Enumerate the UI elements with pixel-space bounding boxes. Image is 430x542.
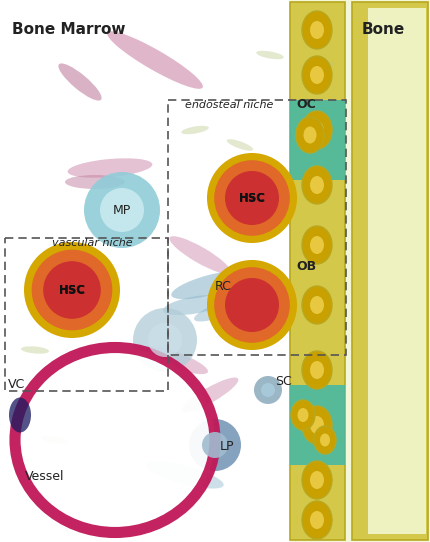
Circle shape	[148, 323, 182, 357]
Ellipse shape	[302, 461, 332, 499]
Text: Bone: Bone	[362, 22, 405, 37]
Circle shape	[32, 250, 112, 330]
Circle shape	[84, 172, 160, 248]
Ellipse shape	[291, 400, 315, 430]
Text: RC: RC	[215, 280, 232, 293]
Bar	[5, 238, 168, 391]
Ellipse shape	[194, 299, 246, 321]
Ellipse shape	[41, 436, 69, 444]
Circle shape	[207, 260, 297, 350]
Ellipse shape	[302, 166, 332, 204]
Bar	[352, 2, 428, 540]
Circle shape	[202, 432, 228, 458]
Ellipse shape	[298, 408, 308, 422]
Text: OB: OB	[296, 260, 316, 273]
Text: endosteal niche: endosteal niche	[185, 100, 273, 110]
Ellipse shape	[310, 21, 324, 39]
Bar	[168, 100, 346, 355]
Ellipse shape	[310, 296, 324, 314]
Text: MP: MP	[113, 203, 131, 216]
Circle shape	[214, 267, 290, 343]
Ellipse shape	[302, 351, 332, 389]
Ellipse shape	[169, 236, 230, 274]
Ellipse shape	[310, 416, 324, 434]
Ellipse shape	[302, 406, 332, 444]
Ellipse shape	[310, 176, 324, 194]
Bar	[290, 385, 345, 465]
Text: HSC: HSC	[58, 283, 86, 296]
Ellipse shape	[181, 377, 238, 412]
Text: HSC: HSC	[59, 285, 85, 295]
Ellipse shape	[302, 11, 332, 49]
Circle shape	[261, 383, 275, 397]
Text: VC: VC	[8, 378, 25, 391]
Circle shape	[100, 188, 144, 232]
Ellipse shape	[227, 139, 253, 151]
Ellipse shape	[21, 346, 49, 354]
Ellipse shape	[146, 461, 224, 488]
Ellipse shape	[306, 61, 334, 69]
Bar	[368, 8, 426, 534]
Ellipse shape	[302, 56, 332, 94]
Ellipse shape	[310, 471, 324, 489]
Bar	[290, 2, 345, 540]
Ellipse shape	[314, 426, 336, 454]
Text: HSC: HSC	[240, 193, 265, 203]
Ellipse shape	[302, 286, 332, 324]
Ellipse shape	[15, 347, 215, 532]
Ellipse shape	[310, 236, 324, 254]
Ellipse shape	[65, 175, 125, 189]
Circle shape	[254, 376, 282, 404]
Ellipse shape	[310, 121, 324, 139]
Circle shape	[225, 171, 279, 225]
Ellipse shape	[310, 66, 324, 84]
Ellipse shape	[304, 126, 316, 144]
Ellipse shape	[9, 397, 31, 433]
Circle shape	[24, 242, 120, 338]
Circle shape	[189, 419, 241, 471]
Bar	[290, 100, 345, 180]
Circle shape	[225, 278, 279, 332]
Ellipse shape	[181, 126, 209, 134]
Ellipse shape	[302, 501, 332, 539]
Ellipse shape	[171, 271, 249, 299]
Ellipse shape	[142, 346, 208, 374]
Text: HSC: HSC	[239, 191, 266, 204]
Ellipse shape	[320, 434, 330, 447]
Ellipse shape	[58, 63, 101, 101]
Text: SC: SC	[275, 375, 292, 388]
Bar	[290, 0, 430, 542]
Circle shape	[207, 153, 297, 243]
Circle shape	[133, 308, 197, 372]
Text: Bone Marrow: Bone Marrow	[12, 22, 126, 37]
Ellipse shape	[256, 51, 284, 59]
Ellipse shape	[310, 511, 324, 529]
Ellipse shape	[302, 111, 332, 149]
Text: LP: LP	[220, 440, 234, 453]
Ellipse shape	[310, 361, 324, 379]
Text: OC: OC	[296, 98, 316, 111]
Circle shape	[43, 261, 101, 319]
Text: Vessel: Vessel	[25, 470, 64, 483]
Ellipse shape	[107, 31, 203, 89]
Ellipse shape	[302, 226, 332, 264]
Ellipse shape	[68, 158, 152, 178]
Ellipse shape	[296, 117, 324, 153]
Text: vascular niche: vascular niche	[52, 238, 132, 248]
Ellipse shape	[163, 295, 227, 315]
Circle shape	[214, 160, 290, 236]
